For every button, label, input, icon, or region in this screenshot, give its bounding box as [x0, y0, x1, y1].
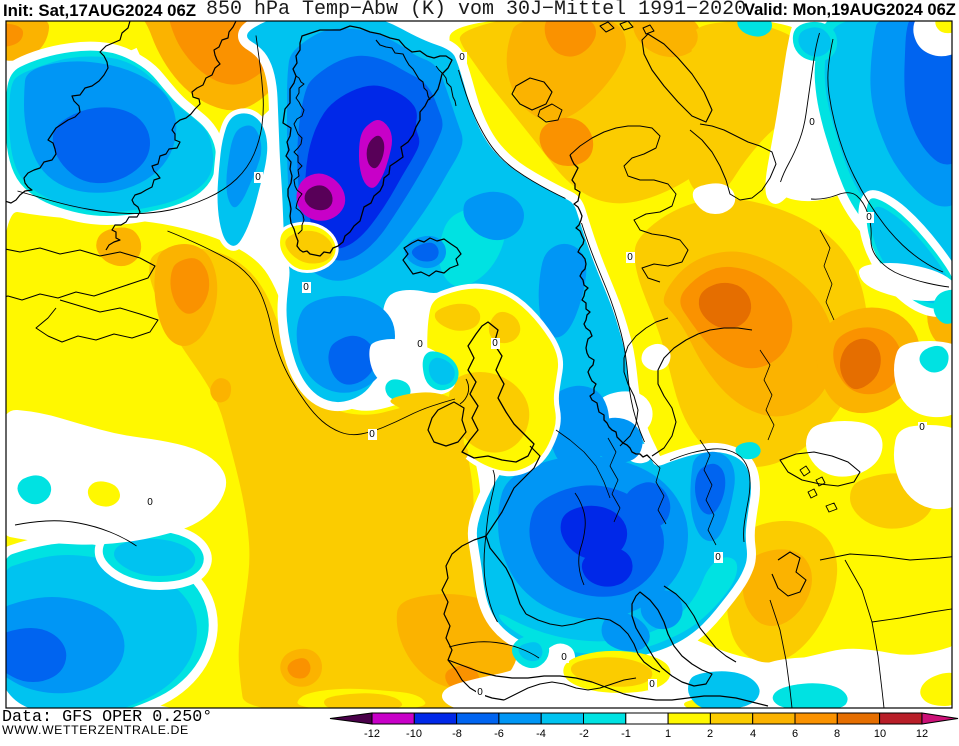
svg-text:0: 0 — [303, 282, 309, 293]
svg-text:0: 0 — [715, 552, 721, 563]
svg-text:-12: -12 — [364, 728, 380, 740]
svg-text:-2: -2 — [579, 728, 589, 740]
svg-text:8: 8 — [834, 728, 840, 740]
svg-text:1: 1 — [665, 728, 671, 740]
svg-text:0: 0 — [147, 497, 153, 508]
svg-text:12: 12 — [916, 728, 928, 740]
svg-text:4: 4 — [750, 728, 756, 740]
svg-text:-4: -4 — [536, 728, 546, 740]
svg-text:-10: -10 — [406, 728, 422, 740]
svg-text:0: 0 — [866, 212, 872, 223]
svg-text:0: 0 — [477, 687, 483, 698]
svg-text:-1: -1 — [621, 728, 631, 740]
svg-text:0: 0 — [649, 679, 655, 690]
svg-text:2: 2 — [707, 728, 713, 740]
svg-text:0: 0 — [492, 338, 498, 349]
svg-text:0: 0 — [255, 172, 261, 183]
svg-text:0: 0 — [919, 422, 925, 433]
svg-text:6: 6 — [792, 728, 798, 740]
svg-text:-6: -6 — [494, 728, 504, 740]
svg-text:0: 0 — [561, 652, 567, 663]
svg-text:0: 0 — [627, 252, 633, 263]
svg-text:0: 0 — [809, 117, 815, 128]
svg-text:10: 10 — [874, 728, 886, 740]
svg-text:0: 0 — [369, 429, 375, 440]
svg-text:-8: -8 — [452, 728, 462, 740]
svg-text:0: 0 — [417, 339, 423, 350]
svg-text:0: 0 — [459, 52, 465, 63]
